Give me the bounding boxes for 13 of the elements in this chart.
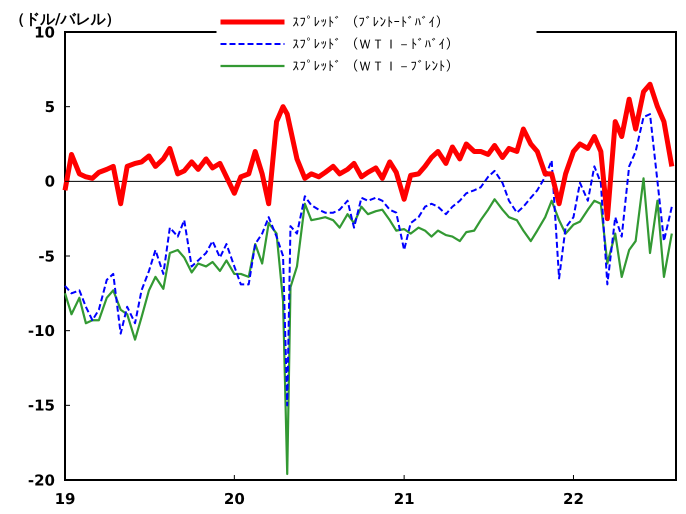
legend-label: ｽﾌﾟﾚｯﾄﾞ （ﾌﾞﾚﾝﾄｰﾄﾞﾊﾞｲ） xyxy=(292,16,449,31)
y-tick-label: -20 xyxy=(28,471,55,490)
y-tick-label: -10 xyxy=(28,322,55,340)
x-tick-label: 22 xyxy=(563,490,584,508)
y-tick-label: 0 xyxy=(44,172,55,191)
y-tick-label: -5 xyxy=(38,247,55,266)
y-tick-label: -15 xyxy=(28,396,55,415)
x-tick-label: 19 xyxy=(54,490,76,508)
x-tick-label: 20 xyxy=(224,490,245,508)
legend-label: ｽﾌﾟﾚｯﾄﾞ （ＷＴＩ－ﾄﾞﾊﾞｲ） xyxy=(292,38,459,53)
legend-label: ｽﾌﾟﾚｯﾄﾞ （ＷＴＩ－ﾌﾞﾚﾝﾄ） xyxy=(292,60,459,75)
y-tick-label: 5 xyxy=(44,98,55,116)
x-tick-label: 21 xyxy=(394,490,415,508)
